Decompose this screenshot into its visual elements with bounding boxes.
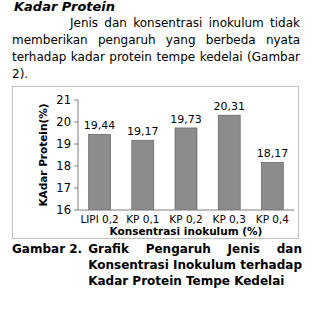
x-axis-title: Konsentrasi inokulum (%) (110, 225, 263, 237)
data-label: 18,17 (257, 147, 289, 160)
y-tick (74, 210, 78, 211)
data-label: 19,73 (170, 113, 202, 126)
y-tick-label: 16 (56, 203, 71, 217)
data-label: 19,44 (84, 119, 116, 132)
y-tick-label: 20 (56, 115, 71, 129)
bar (218, 115, 240, 210)
y-tick (74, 144, 78, 145)
y-tick (74, 100, 78, 101)
y-tick-label: 18 (56, 159, 71, 173)
caption-text: Grafik Pengaruh Jenis dan Konsentrasi In… (88, 241, 302, 289)
y-tick-label: 21 (56, 93, 71, 107)
caption-label: Gambar 2. (12, 241, 88, 289)
y-tick (74, 166, 78, 167)
bar (175, 128, 197, 210)
x-tick-label: KP 0,3 (213, 213, 246, 225)
y-tick (74, 122, 78, 123)
y-tick-label: 17 (56, 181, 71, 195)
y-tick-label: 19 (56, 137, 71, 151)
x-tick-label: KP 0,4 (256, 213, 290, 225)
y-tick (74, 188, 78, 189)
paragraph: Jenis dan konsentrasi inokulum tidak mem… (12, 15, 300, 83)
y-axis-title: KAdar Protein(%) (37, 103, 49, 206)
y-axis (78, 100, 79, 210)
data-label: 19,17 (127, 125, 159, 138)
chart: 16 17 18 19 20 21 19,44 19,17 19,73 20,31 18,17 LIP… (12, 86, 299, 243)
bar (132, 140, 154, 210)
x-axis (78, 210, 294, 211)
data-label: 20,31 (213, 100, 245, 113)
bar (89, 134, 111, 210)
x-tick-label: KP 0,2 (169, 213, 202, 225)
bar (261, 162, 283, 210)
bars (89, 115, 284, 210)
heading: Kadar Protein (14, 0, 115, 14)
x-tick-label: KP 0,1 (126, 213, 159, 225)
x-tick-label: LIPI 0,2 (80, 213, 118, 225)
caption: Gambar 2. Grafik Pengaruh Jenis dan Kons… (12, 241, 302, 289)
chart-frame (13, 87, 299, 239)
chart-svg: 16 17 18 19 20 21 19,44 19,17 19,73 20,31 18,17 LIP… (12, 86, 299, 239)
